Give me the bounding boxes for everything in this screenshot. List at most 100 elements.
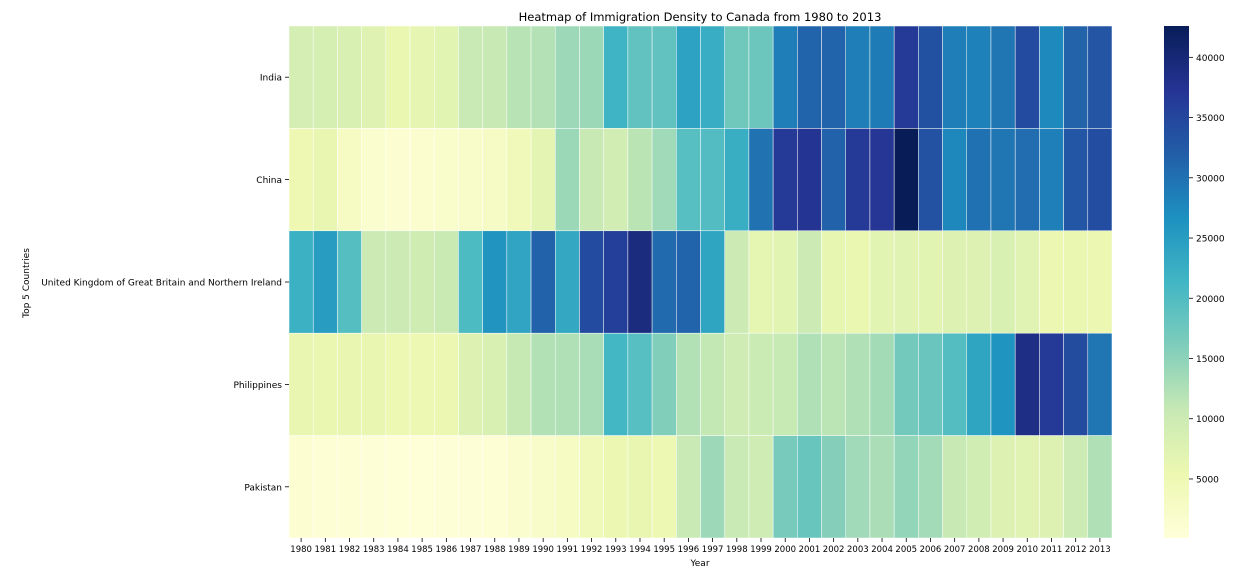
heatmap-cell xyxy=(288,128,314,232)
x-tick-label: 1995 xyxy=(653,545,675,555)
heatmap-cell xyxy=(942,128,968,232)
heatmap-cell xyxy=(1014,332,1040,436)
colorbar-tick-label: 15000 xyxy=(1196,355,1225,365)
heatmap-cell xyxy=(651,230,677,334)
x-tick-label: 2012 xyxy=(1065,545,1087,555)
heatmap-cell xyxy=(845,25,871,129)
heatmap-cell xyxy=(918,332,943,436)
heatmap-cell xyxy=(869,25,895,129)
x-tick-label: 1997 xyxy=(702,545,724,555)
heatmap-cell xyxy=(312,230,338,334)
heatmap-cell xyxy=(482,435,508,539)
heatmap-cell xyxy=(651,25,677,129)
heatmap-cell xyxy=(579,25,604,129)
heatmap-cell xyxy=(312,128,338,232)
heatmap-cell xyxy=(966,128,992,232)
x-tick-label: 1992 xyxy=(581,545,603,555)
heatmap-cell xyxy=(845,230,871,334)
x-tick-label: 1980 xyxy=(290,545,312,555)
heatmap-cell xyxy=(555,25,580,129)
heatmap-cell xyxy=(433,332,459,436)
heatmap-cell xyxy=(506,435,532,539)
heatmap-cell xyxy=(361,332,387,436)
heatmap-cell xyxy=(821,435,846,539)
heatmap-cell xyxy=(724,128,750,232)
heatmap-cell xyxy=(676,25,701,129)
heatmap-cell xyxy=(458,25,483,129)
x-tick-label: 2013 xyxy=(1089,545,1111,555)
heatmap-cell xyxy=(676,128,701,232)
x-tick-label: 2002 xyxy=(823,545,845,555)
heatmap-cell xyxy=(361,128,387,232)
heatmap-cell xyxy=(603,435,629,539)
heatmap-cell xyxy=(1039,332,1064,436)
x-tick-label: 2001 xyxy=(799,545,821,555)
heatmap-cell xyxy=(893,435,919,539)
heatmap-cell xyxy=(1087,128,1113,232)
heatmap-cell xyxy=(482,128,508,232)
heatmap-cell xyxy=(942,25,968,129)
heatmap-cell xyxy=(482,25,508,129)
heatmap-cell xyxy=(482,230,508,334)
heatmap-cell xyxy=(700,25,725,129)
heatmap-cell xyxy=(1014,230,1040,334)
x-tick-label: 2011 xyxy=(1041,545,1063,555)
heatmap-cell xyxy=(797,332,822,436)
heatmap-cell xyxy=(337,128,362,232)
heatmap-cell xyxy=(651,435,677,539)
x-tick-label: 2010 xyxy=(1016,545,1038,555)
heatmap-cell xyxy=(700,435,725,539)
heatmap-cell xyxy=(361,25,387,129)
heatmap-cell xyxy=(724,435,750,539)
x-axis-label: Year xyxy=(689,559,709,569)
heatmap-cell xyxy=(990,128,1016,232)
heatmap-cell xyxy=(458,435,483,539)
heatmap-cell xyxy=(506,128,532,232)
heatmap-cell xyxy=(821,230,846,334)
heatmap-cell xyxy=(845,332,871,436)
heatmap-cell xyxy=(893,25,919,129)
x-tick-label: 2006 xyxy=(920,545,942,555)
heatmap-cell xyxy=(1087,435,1113,539)
x-tick-label: 1993 xyxy=(605,545,627,555)
heatmap-cell xyxy=(990,332,1016,436)
heatmap-cell xyxy=(893,230,919,334)
heatmap-cell xyxy=(555,128,580,232)
heatmap-cell xyxy=(869,332,895,436)
x-tick-label: 1996 xyxy=(678,545,700,555)
heatmap-cell xyxy=(409,25,435,129)
heatmap-cell xyxy=(942,230,968,334)
heatmap-cell xyxy=(1039,25,1064,129)
y-tick-label: China xyxy=(256,176,282,186)
heatmap-cell xyxy=(724,230,750,334)
heatmap-cell xyxy=(676,435,701,539)
heatmap-cell xyxy=(482,332,508,436)
heatmap-cell xyxy=(1039,435,1064,539)
heatmap-cell xyxy=(603,128,629,232)
x-tick-label: 1982 xyxy=(339,545,361,555)
heatmap-cell xyxy=(530,25,556,129)
heatmap-cell xyxy=(966,435,992,539)
heatmap-cell xyxy=(385,25,411,129)
heatmap-cell xyxy=(918,435,943,539)
heatmap-cell xyxy=(797,25,822,129)
heatmap-cell xyxy=(797,128,822,232)
colorbar-tick-label: 35000 xyxy=(1196,114,1225,124)
heatmap-cell xyxy=(385,128,411,232)
heatmap-cell xyxy=(1087,332,1113,436)
heatmap-cell xyxy=(942,332,968,436)
heatmap-cell xyxy=(1039,230,1064,334)
heatmap-cell xyxy=(337,25,362,129)
heatmap-cell xyxy=(627,25,653,129)
heatmap-cell xyxy=(458,332,483,436)
heatmap-cell xyxy=(869,128,895,232)
heatmap-cell xyxy=(821,332,846,436)
heatmap-cell xyxy=(845,435,871,539)
y-tick-label: India xyxy=(260,74,282,84)
heatmap-cell xyxy=(1014,128,1040,232)
heatmap-cell xyxy=(748,230,774,334)
heatmap-cell xyxy=(1063,332,1089,436)
colorbar-tick-label: 30000 xyxy=(1196,174,1225,184)
colorbar-tick-label: 25000 xyxy=(1196,235,1225,245)
heatmap-cell xyxy=(312,435,338,539)
